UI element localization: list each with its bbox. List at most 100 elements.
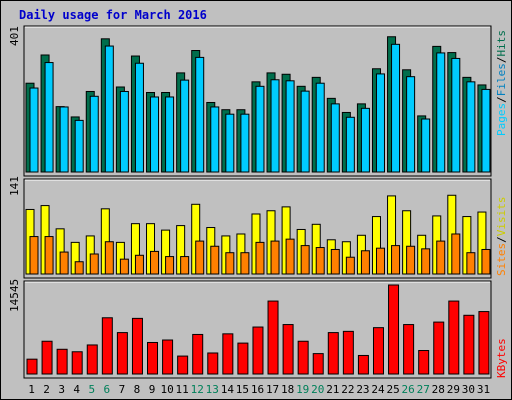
day-label: 28 [432,383,445,396]
bar-sites [466,252,476,275]
bar-files [375,73,385,173]
bar-kbytes [131,317,143,375]
bar-files [270,79,280,173]
bar-kbytes [282,324,294,375]
day-label: 2 [43,383,50,396]
day-label: 24 [371,383,385,396]
bar-kbytes [162,339,174,375]
bar-sites [285,238,295,275]
bar-files [240,113,250,173]
bar-sites [436,240,446,275]
y-max-label-kbytes: 14545 [8,279,21,312]
bar-kbytes [312,353,324,375]
bar-kbytes [388,284,400,375]
bar-sites [59,251,69,275]
bar-files [210,106,220,173]
bar-files [345,116,355,173]
day-label: 3 [58,383,65,396]
day-label: 17 [266,383,279,396]
bar-files [451,57,461,173]
bar-files [74,119,84,173]
bar-files [104,45,114,173]
day-label: 30 [462,383,475,396]
bar-files [134,62,144,173]
bar-files [195,56,205,173]
bar-sites [150,250,160,275]
bar-files [44,62,54,173]
bar-kbytes [192,333,204,375]
bar-kbytes [207,352,219,375]
bar-sites [451,233,461,275]
legend-pages: Pages [495,103,508,136]
bar-files [466,81,476,173]
bar-kbytes [252,326,264,375]
svg-text:Pages/Files/Hits: Pages/Files/Hits [495,30,508,136]
day-label: 14 [221,383,235,396]
bar-sites [270,240,280,275]
bar-sites [406,245,416,275]
bar-kbytes [267,300,279,375]
bar-files [436,52,446,173]
bar-kbytes [418,350,430,375]
legend-sites: Sites [495,243,508,276]
day-label: 22 [341,383,354,396]
day-label: 21 [326,383,339,396]
bar-sites [180,256,190,275]
bar-kbytes [71,351,83,375]
day-label: 29 [447,383,460,396]
bar-kbytes [448,300,460,375]
day-label: 10 [160,383,173,396]
day-label: 4 [73,383,80,396]
legend-kbytes: KBytes [495,338,508,378]
bar-files [165,96,175,173]
bar-kbytes [433,321,445,375]
bar-kbytes [342,330,354,375]
day-label: 11 [176,383,189,396]
bar-kbytes [177,355,189,375]
day-label: 9 [149,383,156,396]
bar-sites [391,245,401,275]
bar-kbytes [297,340,309,375]
bar-sites [375,247,385,275]
bar-sites [240,252,250,275]
bar-sites [44,236,54,275]
legend-visits: Visits [495,197,508,237]
bar-sites [74,261,84,275]
day-label: 19 [296,383,309,396]
bar-kbytes [403,324,415,375]
legend-hits-files-pages: Pages/Files/Hits [495,30,508,136]
bar-files [119,90,129,173]
bar-kbytes [357,354,369,375]
bar-sites [119,258,129,275]
bar-kbytes [101,317,113,375]
bar-kbytes [116,332,128,375]
day-label: 31 [477,383,490,396]
bar-files [360,107,370,173]
bar-kbytes [327,332,339,375]
day-label: 6 [104,383,111,396]
bar-sites [315,247,325,275]
bar-files [89,95,99,173]
day-label: 1 [28,383,35,396]
day-label: 15 [236,383,249,396]
bar-kbytes [56,348,68,375]
bar-sites [210,245,220,275]
bar-files [330,103,340,173]
bar-kbytes [41,340,53,375]
bar-files [285,80,295,173]
bar-files [29,87,39,173]
bar-kbytes [222,333,234,375]
bar-files [225,113,235,173]
bar-files [421,118,431,173]
bar-sites [255,241,265,275]
bar-files [180,79,190,173]
day-label: 7 [119,383,126,396]
chart-title: Daily usage for March 2016 [19,8,207,22]
legend-sites-visits: Sites/Visits [495,197,508,277]
day-label: 8 [134,383,141,396]
bar-sites [165,256,175,275]
day-label: 13 [206,383,219,396]
day-label: 5 [88,383,95,396]
day-label: 23 [356,383,369,396]
